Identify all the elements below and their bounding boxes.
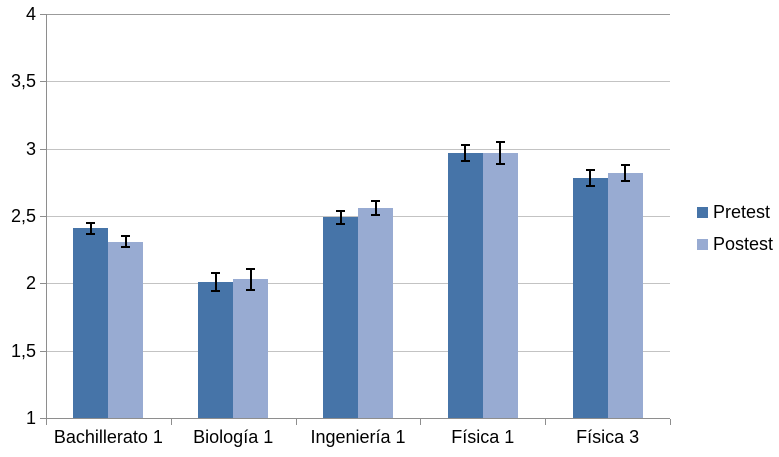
y-axis-tick bbox=[40, 418, 46, 419]
bar-postest-4 bbox=[483, 152, 518, 418]
bar-postest-5 bbox=[608, 172, 643, 418]
bar-pretest-1 bbox=[73, 228, 108, 418]
error-bar-cap-top bbox=[336, 209, 345, 212]
bar-pretest-2 bbox=[198, 282, 233, 418]
error-bar-cap-top bbox=[460, 143, 470, 146]
bar-pretest-3 bbox=[323, 217, 358, 418]
error-bar-line bbox=[464, 144, 467, 161]
legend-label-pretest: Pretest bbox=[713, 202, 771, 222]
y-tick-label: 1 bbox=[25, 408, 36, 428]
gridline bbox=[46, 14, 670, 15]
x-axis-tick bbox=[545, 419, 546, 425]
x-axis-tick bbox=[296, 419, 297, 425]
gridline bbox=[46, 81, 670, 83]
error-bar-cap-bottom bbox=[246, 289, 256, 292]
x-axis-tick bbox=[171, 419, 172, 425]
legend-swatch-postest bbox=[697, 238, 708, 250]
y-tick-label: 3,5 bbox=[10, 71, 36, 92]
y-axis-tick bbox=[40, 283, 46, 285]
error-bar-cap-top bbox=[121, 235, 131, 238]
gridline bbox=[46, 148, 670, 150]
error-bar-line bbox=[374, 201, 377, 215]
legend-item-postest: Postest bbox=[697, 234, 773, 254]
x-axis-tick bbox=[670, 419, 671, 425]
error-bar-cap-top bbox=[371, 200, 380, 203]
x-axis-tick bbox=[420, 419, 421, 425]
error-bar-cap-bottom bbox=[211, 290, 221, 293]
error-bar-cap-bottom bbox=[371, 213, 380, 216]
error-bar-line bbox=[339, 210, 342, 225]
x-category-label: Ingeniería 1 bbox=[310, 427, 406, 447]
error-bar-cap-top bbox=[211, 271, 221, 274]
error-bar-line bbox=[124, 236, 127, 247]
y-axis bbox=[46, 14, 47, 418]
bar-postest-3 bbox=[358, 207, 393, 418]
bar-postest-2 bbox=[233, 279, 268, 418]
error-bar-cap-top bbox=[86, 221, 96, 224]
error-bar-line bbox=[214, 272, 217, 292]
error-bar-cap-top bbox=[620, 163, 630, 166]
legend-item-pretest: Pretest bbox=[697, 202, 773, 222]
y-axis-tick bbox=[40, 350, 46, 352]
bar-pretest-4 bbox=[448, 152, 483, 418]
y-tick-label: 4 bbox=[25, 4, 36, 24]
x-axis bbox=[46, 418, 670, 419]
x-category-label: Biología 1 bbox=[193, 427, 274, 447]
y-tick-label: 3 bbox=[25, 138, 36, 159]
error-bar-cap-bottom bbox=[620, 180, 630, 182]
error-bar-cap-bottom bbox=[336, 223, 345, 226]
error-bar-cap-top bbox=[495, 140, 505, 143]
error-bar-cap-bottom bbox=[585, 185, 595, 188]
x-category-label: Bachillerato 1 bbox=[53, 427, 163, 447]
bar-pretest-5 bbox=[573, 178, 608, 418]
error-bar-cap-bottom bbox=[495, 162, 505, 165]
error-bar-cap-bottom bbox=[121, 246, 131, 248]
y-axis-tick bbox=[40, 81, 46, 83]
error-bar-line bbox=[499, 141, 502, 164]
error-bar-line bbox=[624, 164, 627, 181]
error-bar-line bbox=[589, 170, 592, 187]
y-tick-label: 1,5 bbox=[10, 340, 36, 361]
error-bar-cap-top bbox=[585, 169, 595, 172]
error-bar-line bbox=[249, 268, 252, 290]
error-bar-cap-bottom bbox=[86, 232, 96, 235]
x-axis-tick bbox=[46, 419, 47, 425]
y-axis-tick bbox=[40, 216, 46, 217]
error-bar-cap-top bbox=[246, 267, 256, 270]
bar-postest-1 bbox=[108, 241, 143, 418]
y-tick-label: 2 bbox=[25, 273, 36, 294]
y-axis-tick bbox=[40, 14, 46, 15]
legend-label-postest: Postest bbox=[713, 234, 774, 254]
legend-swatch-pretest bbox=[697, 206, 708, 218]
y-tick-label: 2,5 bbox=[10, 206, 36, 226]
error-bar-cap-bottom bbox=[460, 159, 470, 162]
error-bar-line bbox=[89, 222, 92, 234]
legend: Pretest Postest bbox=[697, 202, 773, 266]
x-category-label: Física 1 bbox=[451, 427, 515, 447]
y-axis-tick bbox=[40, 148, 46, 150]
x-category-label: Física 3 bbox=[576, 427, 640, 447]
